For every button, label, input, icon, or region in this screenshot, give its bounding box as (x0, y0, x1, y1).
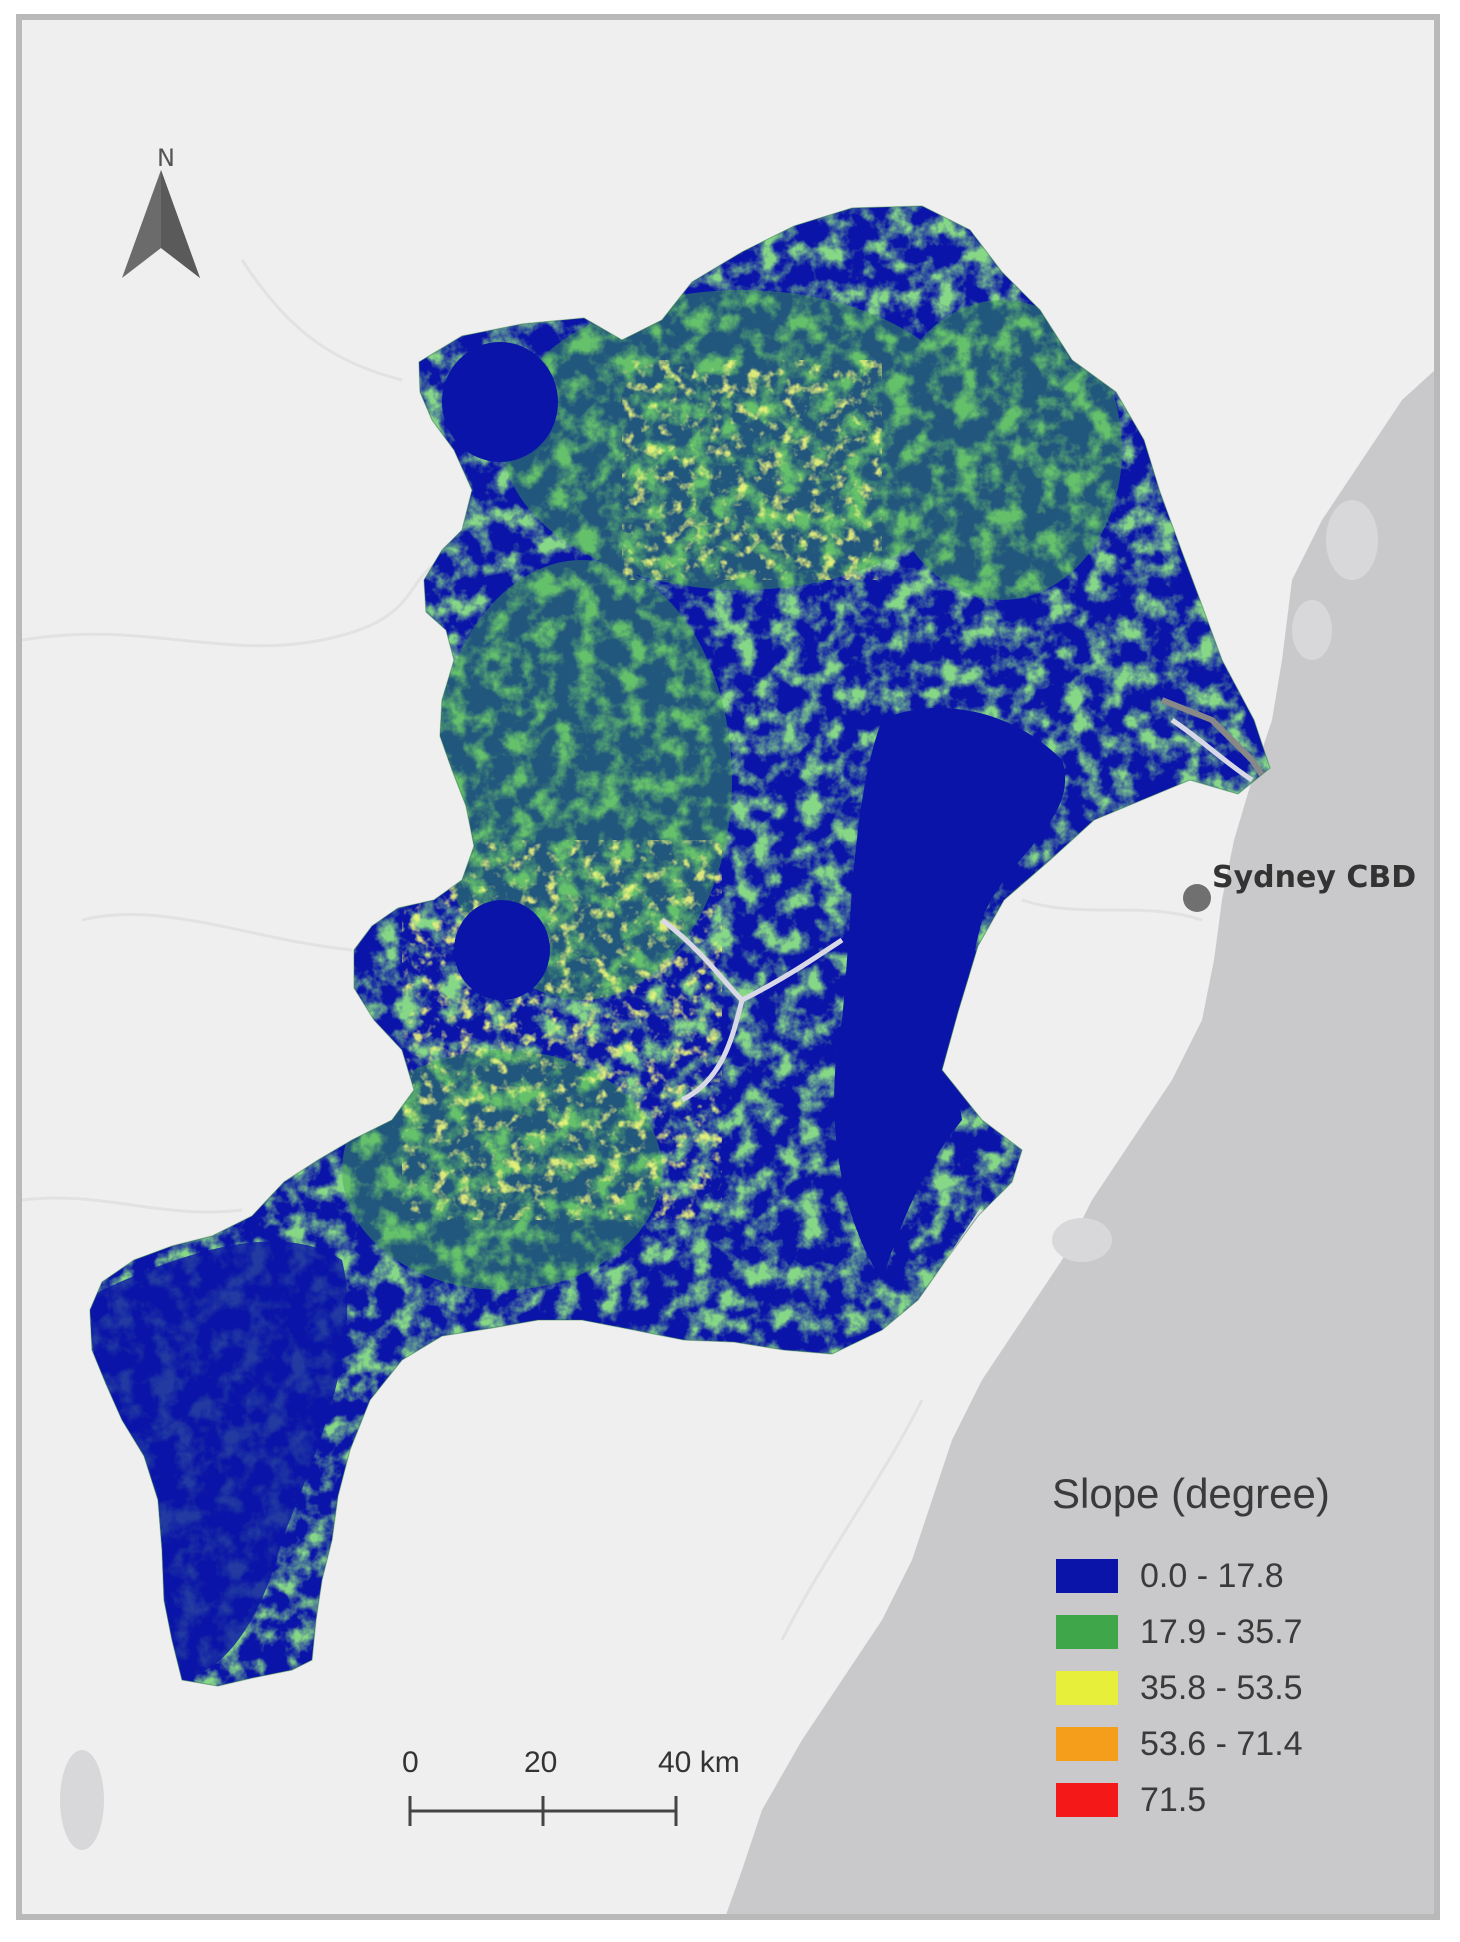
sydney-cbd-label: Sydney CBD (1212, 860, 1417, 895)
legend-swatch (1056, 1615, 1118, 1649)
scale-tick-0: 0 (402, 1746, 419, 1779)
legend-item: 17.9 - 35.7 (1056, 1604, 1303, 1660)
legend-label: 71.5 (1140, 1780, 1207, 1819)
legend-title: Slope (degree) (1052, 1470, 1330, 1517)
north-arrow-icon (122, 170, 200, 278)
legend-item: 53.6 - 71.4 (1056, 1716, 1303, 1772)
scale-tick-20: 20 (524, 1746, 558, 1779)
scale-tick-40: 40 km (658, 1746, 740, 1779)
sydney-cbd-marker-icon (1183, 884, 1211, 912)
legend-item: 35.8 - 53.5 (1056, 1660, 1303, 1716)
legend-swatch (1056, 1559, 1118, 1593)
ocean (726, 370, 1434, 1914)
north-label: N (157, 144, 175, 172)
map-canvas (22, 20, 1434, 1914)
legend-swatch (1056, 1727, 1118, 1761)
legend-label: 17.9 - 35.7 (1140, 1612, 1303, 1651)
legend-swatch (1056, 1783, 1118, 1817)
legend-item: 71.5 (1056, 1772, 1303, 1828)
legend-label: 35.8 - 53.5 (1140, 1668, 1303, 1707)
legend-item: 0.0 - 17.8 (1056, 1548, 1303, 1604)
legend-label: 0.0 - 17.8 (1140, 1556, 1284, 1595)
legend-label: 53.6 - 71.4 (1140, 1724, 1303, 1763)
legend: 0.0 - 17.8 17.9 - 35.7 35.8 - 53.5 53.6 … (1056, 1548, 1303, 1828)
legend-swatch (1056, 1671, 1118, 1705)
map-frame: N Sydney CBD 0 20 40 km Slope (degree) 0… (16, 14, 1440, 1920)
coastal-bays (60, 500, 1378, 1850)
scale-bar (408, 1796, 678, 1826)
background-roads (22, 259, 1203, 1914)
